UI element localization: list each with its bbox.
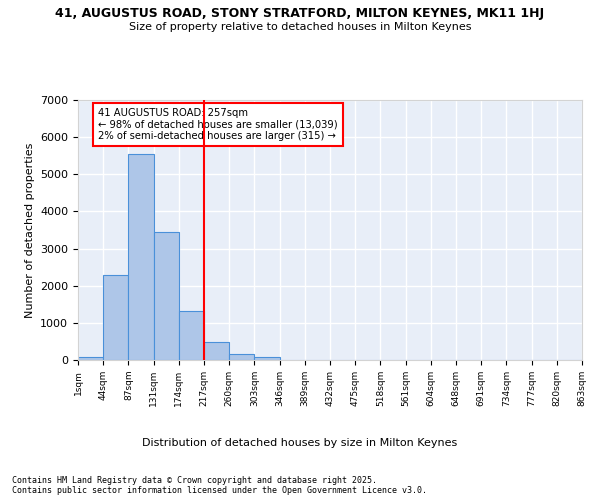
Y-axis label: Number of detached properties: Number of detached properties xyxy=(25,142,35,318)
Bar xyxy=(128,154,154,360)
Bar xyxy=(154,232,179,360)
Bar xyxy=(254,357,280,360)
Bar xyxy=(179,311,204,360)
Text: Size of property relative to detached houses in Milton Keynes: Size of property relative to detached ho… xyxy=(129,22,471,32)
Text: 41, AUGUSTUS ROAD, STONY STRATFORD, MILTON KEYNES, MK11 1HJ: 41, AUGUSTUS ROAD, STONY STRATFORD, MILT… xyxy=(55,8,545,20)
Bar xyxy=(103,274,128,360)
Bar xyxy=(229,354,254,360)
Bar xyxy=(78,357,103,360)
Bar xyxy=(204,342,229,360)
Text: Distribution of detached houses by size in Milton Keynes: Distribution of detached houses by size … xyxy=(142,438,458,448)
Text: Contains HM Land Registry data © Crown copyright and database right 2025.
Contai: Contains HM Land Registry data © Crown c… xyxy=(12,476,427,495)
Text: 41 AUGUSTUS ROAD: 257sqm
← 98% of detached houses are smaller (13,039)
2% of sem: 41 AUGUSTUS ROAD: 257sqm ← 98% of detach… xyxy=(98,108,338,141)
